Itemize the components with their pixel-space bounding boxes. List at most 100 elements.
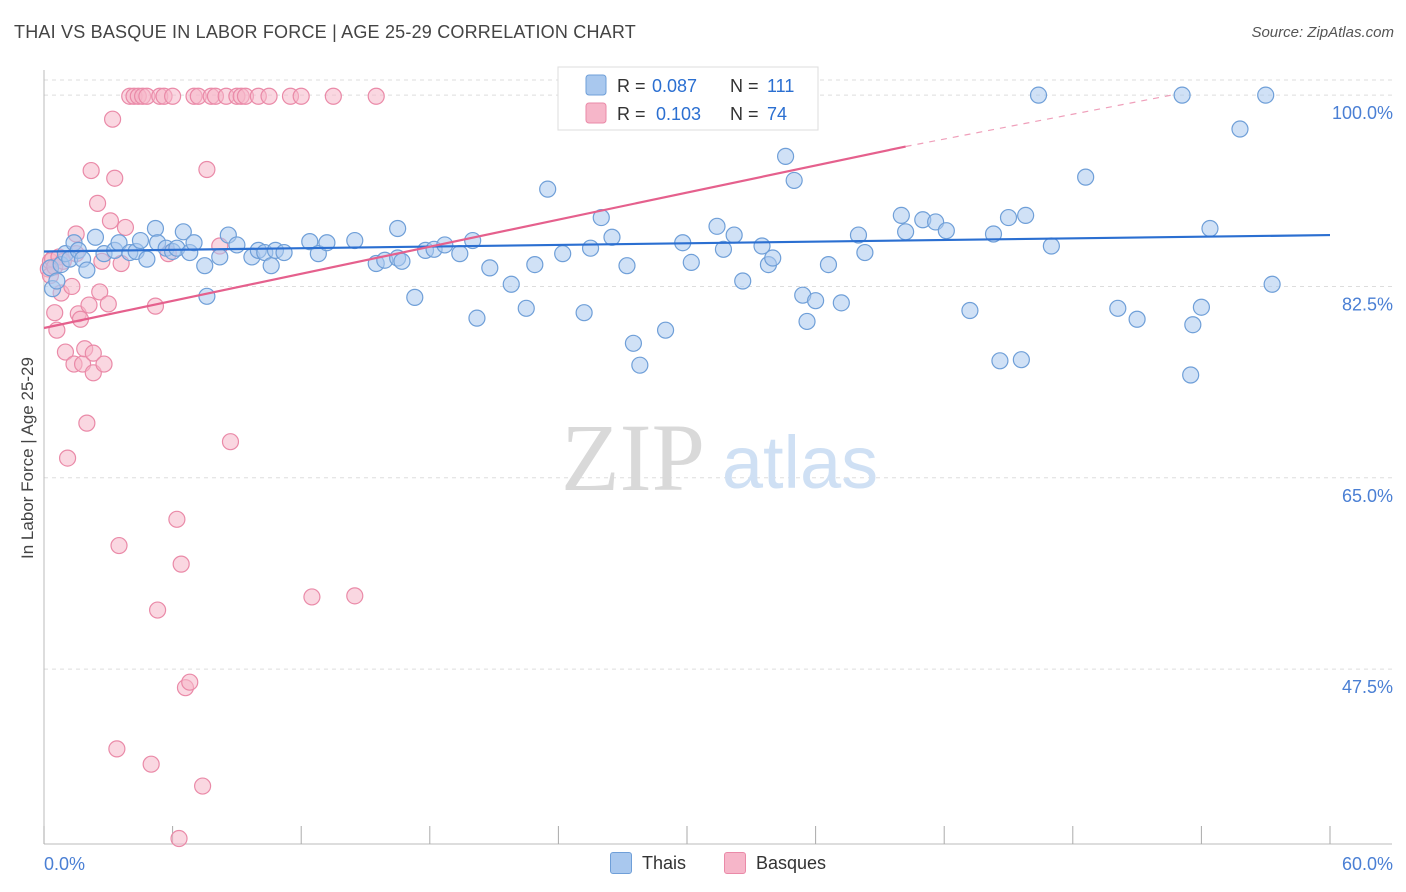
- basques-point: [106, 169, 124, 187]
- thais-point: [1109, 299, 1127, 317]
- basques-point: [91, 283, 109, 301]
- basques-point: [170, 829, 188, 848]
- thais-point: [451, 245, 469, 263]
- thais-point: [406, 288, 424, 306]
- x-tick-label: 0.0%: [44, 854, 85, 874]
- basques-point: [303, 588, 321, 606]
- thais-point: [1012, 351, 1030, 369]
- y-tick-label: 47.5%: [1342, 677, 1393, 697]
- basques-point: [164, 87, 182, 105]
- thais-point: [1173, 86, 1191, 104]
- basques-point: [99, 295, 117, 313]
- y-tick-label: 82.5%: [1342, 294, 1393, 314]
- thais-point: [714, 240, 733, 258]
- thais-point: [603, 228, 621, 246]
- thais-point: [897, 223, 915, 241]
- thais-point: [806, 292, 825, 310]
- watermark: ZIP atlas: [561, 404, 878, 511]
- basques-point: [108, 740, 126, 758]
- thais-point: [1231, 120, 1249, 138]
- thais-point: [785, 171, 803, 190]
- series-legend: Thais Basques: [0, 850, 1406, 878]
- thais-point: [1017, 206, 1035, 224]
- thais-point: [856, 243, 874, 262]
- thais-point: [228, 236, 246, 254]
- basques-trendline-extension: [905, 94, 1172, 148]
- basques-point: [292, 87, 310, 105]
- thais-point: [999, 208, 1018, 227]
- y-tick-label: 65.0%: [1342, 486, 1393, 506]
- thais-point: [734, 272, 752, 290]
- legend-thais-swatch: [610, 852, 632, 874]
- thais-point: [656, 321, 675, 339]
- thais-point: [1263, 275, 1281, 293]
- thais-point: [1201, 219, 1219, 238]
- stats-legend-basques-n-label: N =: [730, 104, 759, 124]
- basques-point: [78, 414, 96, 432]
- thais-point: [346, 231, 364, 250]
- thais-point: [554, 245, 572, 263]
- thais-point: [526, 255, 544, 274]
- thais-point: [389, 219, 407, 238]
- thais-point: [991, 352, 1009, 370]
- thais-point: [624, 334, 643, 352]
- thais-point: [196, 257, 214, 275]
- basques-point: [103, 110, 122, 128]
- thais-point: [1029, 86, 1048, 104]
- thais-point: [575, 304, 593, 322]
- thais-point: [539, 180, 557, 198]
- stats-legend-basques-r-label: R =: [617, 104, 646, 124]
- thais-trendline: [43, 233, 1331, 253]
- thais-point: [481, 259, 499, 277]
- basques-point: [198, 160, 216, 179]
- basques-point: [46, 304, 64, 322]
- basques-point: [116, 218, 135, 237]
- thais-point: [262, 257, 280, 275]
- legend-basques-label: Basques: [756, 852, 827, 873]
- basques-point: [194, 777, 212, 795]
- thais-point: [517, 299, 535, 317]
- series-thais-points: [41, 86, 1281, 384]
- thais-point: [892, 206, 910, 224]
- stats-legend-thais-r-label: R =: [617, 76, 646, 96]
- basques-point: [260, 87, 278, 105]
- stats-legend-thais-swatch: [585, 74, 607, 96]
- stats-legend-thais-r-value: 0.087: [652, 76, 697, 96]
- thais-point: [275, 243, 293, 262]
- thais-point: [961, 301, 979, 320]
- stats-legend: R = 0.087 N = 111 R = 0.103 N = 74: [557, 66, 819, 131]
- watermark-atlas: atlas: [722, 421, 878, 504]
- basques-point: [84, 344, 102, 362]
- stats-legend-thais-n-value: 111: [767, 76, 794, 96]
- thais-point: [1192, 298, 1211, 316]
- thais-point: [138, 250, 156, 268]
- thais-point: [1128, 310, 1146, 328]
- basques-point: [181, 673, 199, 691]
- thais-point: [1042, 237, 1060, 255]
- x-tick-label: 60.0%: [1342, 854, 1393, 874]
- basques-point: [80, 296, 98, 314]
- thais-point: [819, 255, 838, 274]
- stats-legend-basques-n-value: 74: [767, 104, 787, 124]
- thais-point: [984, 225, 1003, 243]
- thais-point: [185, 234, 203, 252]
- thais-point: [393, 252, 411, 270]
- basques-point: [63, 277, 81, 296]
- watermark-zip: ZIP: [561, 404, 705, 511]
- thais-point: [301, 233, 319, 251]
- legend-basques-swatch: [724, 852, 746, 874]
- basques-point: [221, 433, 240, 451]
- legend-item-thais: Thais: [610, 852, 686, 874]
- basques-point: [95, 355, 113, 373]
- thais-point: [708, 217, 726, 235]
- thais-point: [468, 309, 486, 327]
- tick-labels: 47.5% 65.0% 82.5% 100.0% 0.0% 60.0%: [44, 103, 1393, 874]
- basques-point: [110, 536, 128, 555]
- chart-title: THAI VS BASQUE IN LABOR FORCE | AGE 25-2…: [14, 22, 636, 42]
- basques-point: [88, 194, 107, 212]
- legend-item-basques: Basques: [724, 852, 826, 874]
- stats-legend-basques-swatch: [585, 102, 607, 124]
- basques-point: [148, 601, 167, 619]
- thais-point: [618, 257, 636, 275]
